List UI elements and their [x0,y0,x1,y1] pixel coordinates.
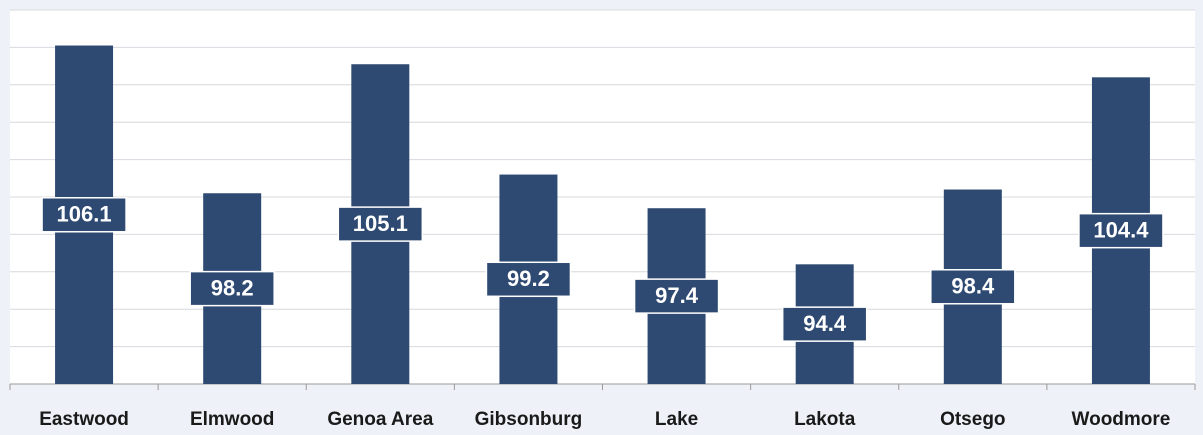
x-tick-label: Gibsonburg [475,409,583,430]
data-label: 99.2 [507,266,550,291]
x-tick-label: Lakota [794,409,856,430]
data-label-box [337,206,424,242]
x-tick-label: Genoa Area [327,409,433,430]
data-label: 104.4 [1093,217,1149,242]
data-label: 94.4 [803,311,847,336]
data-label-box [41,197,127,233]
data-label: 105.1 [353,211,408,236]
data-label: 98.2 [211,275,254,300]
data-label: 97.4 [655,283,699,308]
data-label-box [189,270,275,307]
x-tick-label: Woodmore [1072,409,1171,430]
data-label: 106.1 [57,202,112,227]
data-label-box [781,306,868,342]
data-label-box [930,269,1016,305]
data-label: 98.4 [951,274,995,299]
data-label-box [485,261,572,298]
x-tick-label: Elmwood [190,409,274,430]
x-tick-label: Otsego [940,409,1005,430]
data-label-box [633,278,720,314]
data-label-box [1078,212,1164,249]
x-tick-label: Lake [655,409,698,430]
x-tick-label: Eastwood [39,409,129,430]
